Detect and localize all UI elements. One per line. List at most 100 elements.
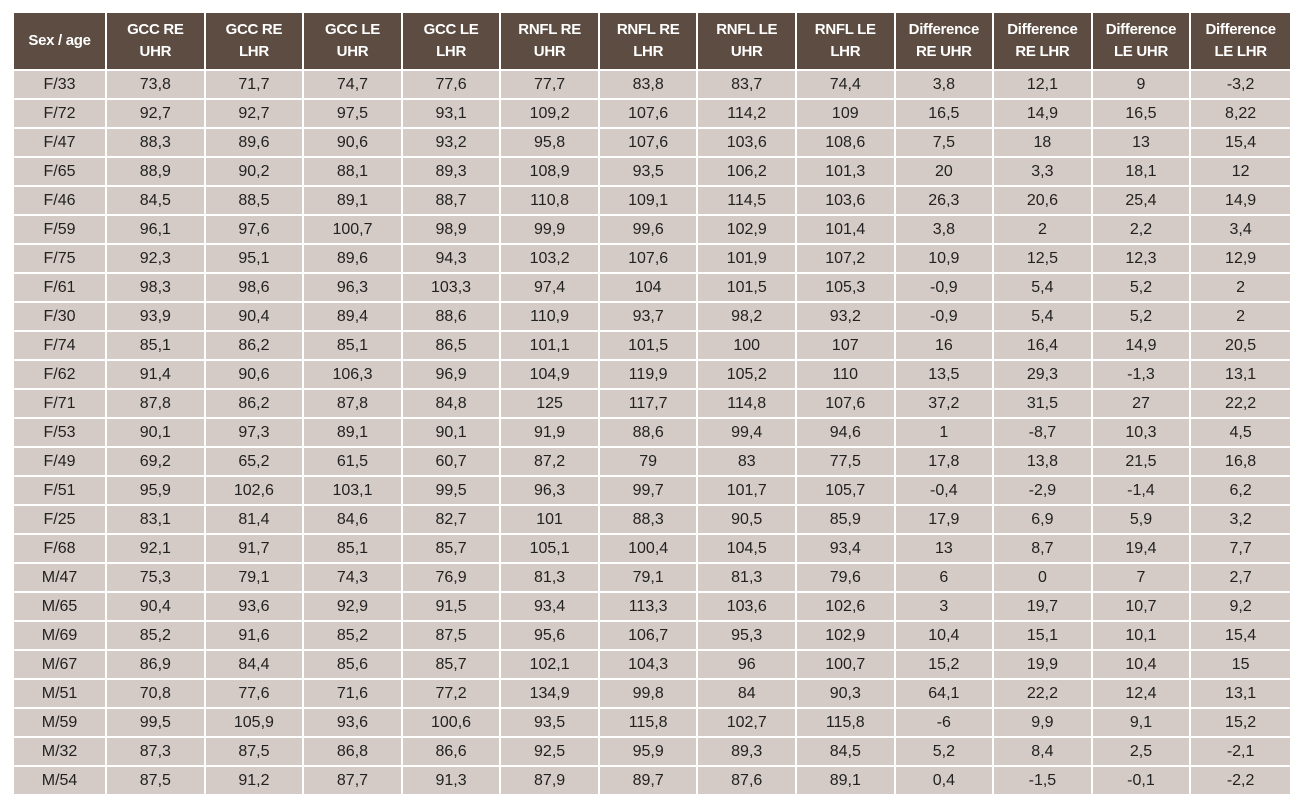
table-cell: 9,9 [994,709,1093,738]
table-cell: 61,5 [304,448,403,477]
column-header: Difference RE UHR [895,13,995,71]
sex-age-cell: M/54 [14,767,108,796]
table-row: F/68 92,1 91,7 85,1 85,7 105,1 100,4 104,5 93,4 1… [14,535,1290,564]
table-cell: 85,1 [304,535,403,564]
table-cell: 110,8 [501,187,600,216]
table-cell: 90,1 [402,419,502,448]
column-header-line: GCC RE [127,21,184,38]
column-header: RNFL LE LHR [797,13,896,71]
table-cell: 89,3 [698,738,797,767]
table-cell: 81,4 [205,506,305,535]
table-cell: 110 [797,361,896,390]
table-cell: 103,1 [304,477,403,506]
table-cell: 99,7 [599,477,699,506]
column-header-line: Sex / age [28,32,91,49]
table-cell: 89,1 [304,187,403,216]
table-cell: 101,1 [501,332,600,361]
table-cell: 103,2 [501,245,600,274]
table-cell: 114,2 [698,100,797,129]
table-cell: 105,3 [797,274,896,303]
table-cell: 2 [1191,274,1290,303]
table-cell: 89,7 [599,767,699,796]
table-cell: -6 [895,709,995,738]
table-cell: 102,1 [501,651,600,680]
column-header: GCC LE LHR [402,13,502,71]
table-cell: 87,8 [107,390,206,419]
table-cell: 107,6 [599,100,699,129]
table-cell: 16,8 [1191,448,1290,477]
table-cell: 91,9 [501,419,600,448]
table-cell: 97,3 [205,419,305,448]
column-header-line: RNFL LE [814,21,876,38]
column-header-line: GCC LE [325,21,380,38]
column-header-line: LE LHR [1214,43,1267,60]
table-cell: 2,7 [1191,564,1290,593]
table-cell: 8,4 [994,738,1093,767]
column-header: RNFL RE LHR [599,13,699,71]
table-cell: 106,7 [599,622,699,651]
table-row: M/47 75,3 79,1 74,3 76,9 81,3 79,1 81,3 79,6 6 0 7 2… [14,564,1290,593]
column-header-line: LHR [633,43,664,60]
table-cell: 64,1 [895,680,995,709]
column-header: RNFL LE UHR [698,13,797,71]
table-cell: 85,9 [797,506,896,535]
table-cell: 75,3 [107,564,206,593]
table-cell: 87,5 [205,738,305,767]
table-cell: 12,4 [1092,680,1192,709]
table-cell: 37,2 [895,390,995,419]
table-cell: 76,9 [402,564,502,593]
table-cell: 87,5 [402,622,502,651]
table-cell: 7 [1092,564,1192,593]
table-cell: 114,8 [698,390,797,419]
table-cell: 92,1 [107,535,206,564]
table-cell: 20 [895,158,995,187]
table-cell: -1,5 [994,767,1093,796]
column-header: GCC LE UHR [304,13,403,71]
table-cell: 91,3 [402,767,502,796]
table-cell: 19,7 [994,593,1093,622]
table-cell: 2,2 [1092,216,1192,245]
table-row: F/25 83,1 81,4 84,6 82,7 101 88,3 90,5 85,9 17,9 6… [14,506,1290,535]
table-row: F/71 87,8 86,2 87,8 84,8 125 117,7 114,8 107,6 37… [14,390,1290,419]
table-row: M/59 99,5 105,9 93,6 100,6 93,5 115,8 102,7 115,… [14,709,1290,738]
sex-age-cell: F/51 [14,477,108,506]
table-cell: 79,1 [599,564,699,593]
table-cell: 95,3 [698,622,797,651]
table-row: F/62 91,4 90,6 106,3 96,9 104,9 119,9 105,2 110 1… [14,361,1290,390]
table-cell: 104 [599,274,699,303]
table-cell: 101 [501,506,600,535]
table-cell: 93,4 [797,535,896,564]
table-cell: 83 [698,448,797,477]
table-cell: 89,1 [304,419,403,448]
sex-age-cell: F/25 [14,506,108,535]
column-header-line: RNFL LE [716,21,778,38]
table-cell: 86,2 [205,332,305,361]
table-cell: 18,1 [1092,158,1192,187]
table-cell: -3,2 [1191,71,1290,100]
table-cell: 10,9 [895,245,995,274]
table-cell: 6,2 [1191,477,1290,506]
table-cell: 19,4 [1092,535,1192,564]
sex-age-cell: F/68 [14,535,108,564]
table-cell: 103,6 [797,187,896,216]
table-cell: 109,2 [501,100,600,129]
sex-age-cell: M/69 [14,622,108,651]
table-cell: -0,9 [895,274,995,303]
table-cell: 88,6 [599,419,699,448]
table-cell: 83,7 [698,71,797,100]
table-cell: 99,5 [107,709,206,738]
table-header: Sex / age GCC RE UHR GCC RE LHR GCC LE UHR GCC … [14,13,1290,71]
table-cell: 84,8 [402,390,502,419]
table-cell: 10,4 [895,622,995,651]
table-cell: 87,5 [107,767,206,796]
table-cell: -1,3 [1092,361,1192,390]
sex-age-cell: F/71 [14,390,108,419]
table-cell: 4,5 [1191,419,1290,448]
table-cell: 86,6 [402,738,502,767]
column-header-line: Difference [908,21,980,38]
table-cell: 104,5 [698,535,797,564]
table-cell: 90,3 [797,680,896,709]
table-cell: 95,6 [501,622,600,651]
table-cell: 101,7 [698,477,797,506]
sex-age-cell: F/49 [14,448,108,477]
